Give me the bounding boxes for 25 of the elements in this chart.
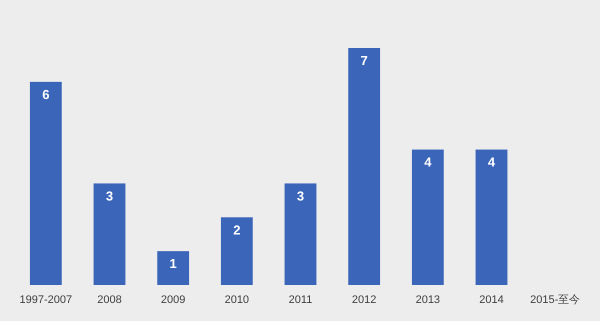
bar [476,150,508,285]
bar [157,251,190,285]
x-tick-label: 2015-至今 [530,294,580,306]
x-tick-label: 2012 [352,294,376,306]
x-tick-label: 2009 [160,294,186,306]
data-label: 4 [488,154,496,170]
bar [412,150,444,285]
data-label: 1 [170,256,177,272]
x-tick-label: 2014 [479,294,504,306]
bar [284,183,316,285]
x-tick-label: 2008 [97,294,122,306]
bar [30,82,62,285]
x-tick-label: 2010 [224,294,250,306]
bar [220,217,253,285]
x-tick-label: 2011 [288,294,312,306]
data-label: 7 [360,53,368,68]
x-tick-label: 1997-2007 [20,294,72,306]
bar [348,48,380,285]
data-label: 2 [233,222,240,238]
bar [94,183,126,285]
data-label: 3 [296,188,304,204]
data-label: 3 [106,188,114,204]
data-label: 6 [42,86,50,102]
data-label: 4 [424,154,432,170]
x-tick-label: 2013 [416,294,440,306]
